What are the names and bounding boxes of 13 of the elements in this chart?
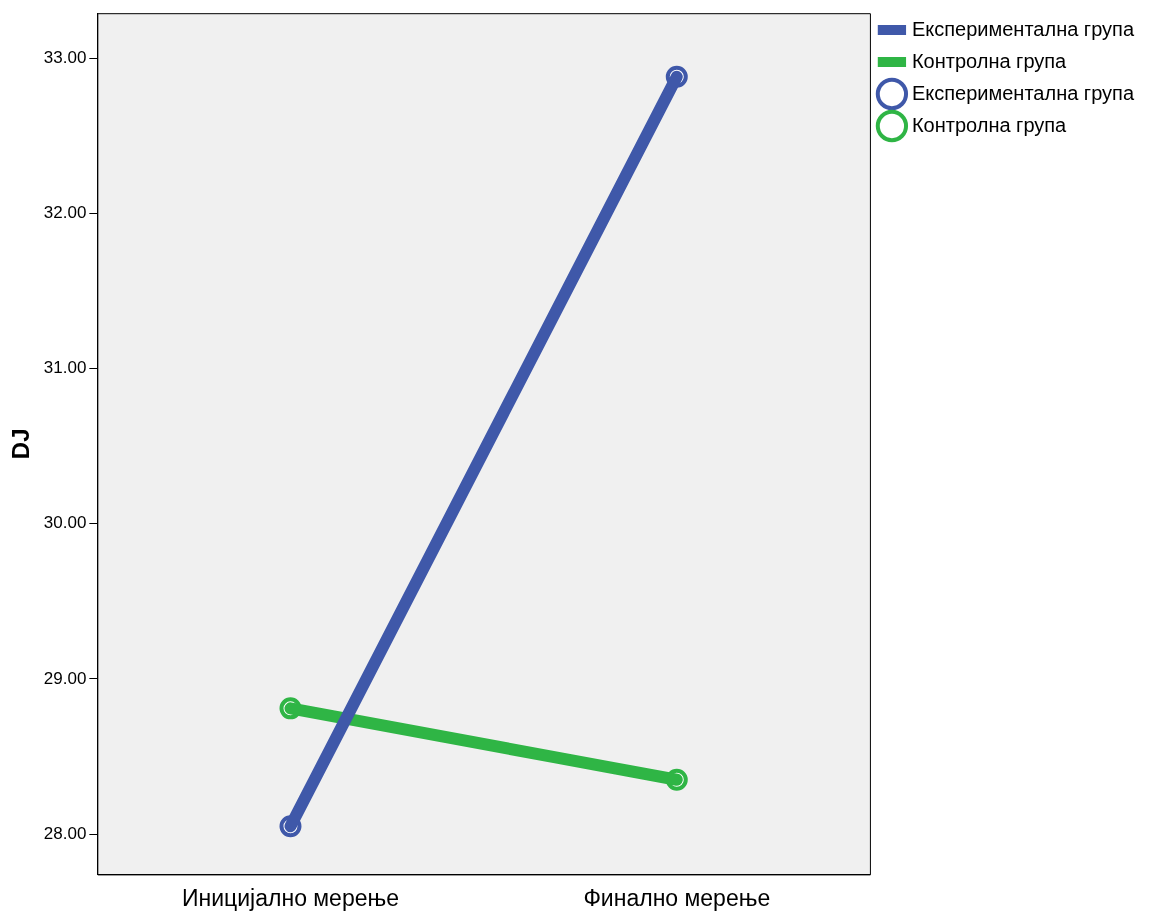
legend-label: Експериментална група xyxy=(911,17,1135,40)
y-tick-label: 33.00 xyxy=(43,47,87,67)
y-axis-title: DJ xyxy=(7,428,35,460)
y-tick-label: 29.00 xyxy=(43,668,87,688)
y-tick-label: 32.00 xyxy=(43,203,87,223)
x-tick-label: Иницијално мерење xyxy=(181,884,399,911)
legend-label: Контролна група xyxy=(911,113,1068,136)
y-tick-label: 28.00 xyxy=(43,823,87,843)
y-tick-label: 30.00 xyxy=(43,513,87,533)
legend-label: Експериментална група xyxy=(911,81,1135,104)
legend-label: Контролна група xyxy=(911,49,1068,72)
y-tick-label: 31.00 xyxy=(43,358,87,378)
x-tick-label: Финално мерење xyxy=(583,884,771,911)
